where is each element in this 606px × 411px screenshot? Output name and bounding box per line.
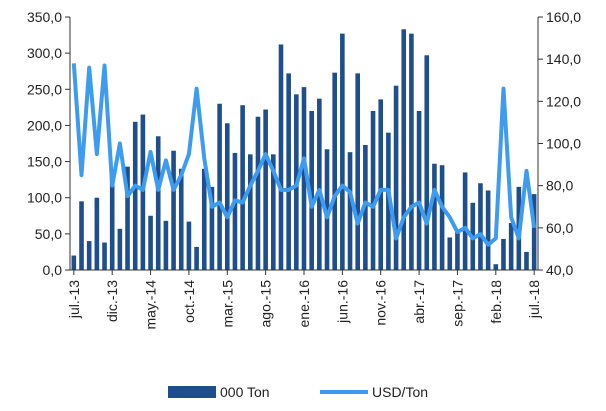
x-tick-label: nov.-16	[373, 280, 389, 326]
line	[71, 63, 537, 247]
y-tick-label: 200,0	[27, 117, 62, 133]
x-tick-label: dic.-13	[104, 280, 120, 322]
bar	[194, 246, 199, 270]
legend-label: 000 Ton	[220, 384, 270, 400]
bar	[140, 114, 146, 270]
bar	[86, 241, 92, 270]
bar	[478, 183, 483, 270]
bar	[125, 166, 130, 270]
y2-tick-label: 160,0	[546, 9, 581, 25]
bar	[439, 165, 445, 270]
bar	[232, 152, 238, 270]
bar	[247, 154, 253, 270]
bar	[324, 149, 330, 270]
bar	[278, 44, 284, 271]
y-tick-label: 50,0	[35, 226, 62, 242]
x-tick-label: jun.-16	[334, 280, 350, 324]
y-tick-label: 150,0	[27, 154, 62, 170]
bar	[240, 105, 245, 270]
x-tick-label: jul.-13	[66, 280, 82, 319]
bar	[209, 186, 215, 270]
x-tick-label: jul.-18	[526, 280, 542, 319]
bar	[416, 110, 422, 270]
bar	[409, 33, 414, 270]
bar	[317, 98, 322, 270]
bar	[286, 73, 291, 270]
bar	[309, 110, 314, 270]
bar	[71, 255, 77, 270]
y-tick-label: 350,0	[27, 9, 62, 25]
x-tick-label: oct.-14	[181, 280, 197, 323]
bar	[501, 238, 506, 270]
bar	[455, 230, 460, 270]
x-tick-label: may.-14	[143, 280, 159, 330]
bar	[524, 251, 529, 270]
bar	[401, 29, 407, 270]
bar	[255, 116, 261, 270]
bar	[424, 55, 430, 270]
bar	[178, 168, 184, 270]
bar	[378, 99, 384, 270]
bar	[102, 242, 107, 270]
bar	[201, 168, 207, 270]
bar	[94, 197, 100, 270]
y-tick-label: 300,0	[27, 45, 62, 61]
bar	[217, 103, 222, 270]
legend-label: USD/Ton	[372, 384, 428, 400]
x-tick-label: ago.-15	[258, 280, 274, 328]
x-tick-label: mar.-15	[219, 280, 235, 328]
bar	[508, 223, 514, 270]
bar	[370, 110, 376, 270]
bar	[263, 109, 268, 270]
bar	[79, 201, 84, 270]
bar	[148, 215, 153, 270]
bar	[224, 123, 230, 270]
bar	[393, 85, 399, 271]
bar	[186, 221, 192, 270]
x-tick-label: sep.-17	[449, 280, 465, 327]
y2-tick-label: 100,0	[546, 136, 581, 152]
bar	[485, 190, 491, 270]
bar	[301, 87, 307, 270]
bar	[462, 172, 468, 270]
y-tick-label: 0,0	[43, 262, 63, 278]
y2-tick-label: 80,0	[546, 178, 573, 194]
bar	[447, 237, 453, 270]
y2-tick-label: 140,0	[546, 51, 581, 67]
legend-swatch	[168, 386, 216, 398]
bar	[171, 150, 176, 270]
bar	[347, 152, 353, 270]
bar	[340, 33, 345, 270]
y2-tick-label: 40,0	[546, 262, 573, 278]
bar	[355, 73, 361, 270]
bar	[332, 72, 337, 270]
y-tick-label: 100,0	[27, 190, 62, 206]
y-tick-label: 250,0	[27, 81, 62, 97]
bar	[432, 163, 437, 270]
x-tick-label: abr.-17	[411, 280, 427, 324]
bar	[271, 154, 276, 270]
bar	[493, 264, 499, 270]
x-tick-label: feb.-18	[488, 280, 504, 324]
y2-tick-label: 120,0	[546, 93, 581, 109]
bar	[109, 176, 115, 270]
y2-tick-label: 60,0	[546, 220, 573, 236]
bar	[531, 194, 537, 270]
x-tick-label: ene.-16	[296, 280, 312, 328]
bar	[117, 228, 123, 270]
bar	[155, 136, 161, 270]
bar	[163, 220, 169, 270]
bar	[132, 121, 138, 270]
